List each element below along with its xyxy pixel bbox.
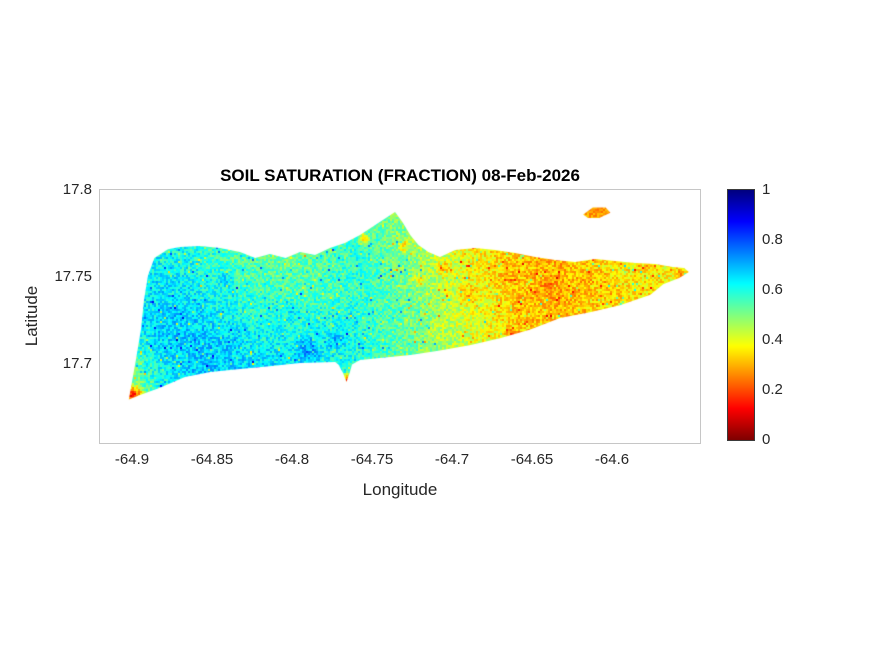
soil-saturation-map-canvas bbox=[100, 190, 700, 443]
x-tick-label: -64.7 bbox=[434, 451, 470, 468]
y-tick-label: 17.8 bbox=[62, 181, 92, 198]
y-tick-label: 17.7 bbox=[62, 355, 92, 373]
x-tick-label: -64.65 bbox=[510, 451, 554, 468]
colorbar-tick-label: 0.4 bbox=[762, 331, 783, 348]
x-axis-label: Longitude bbox=[362, 480, 438, 499]
x-tick-label: -64.9 bbox=[114, 451, 150, 468]
colorbar-tick-label: 0.2 bbox=[762, 381, 783, 398]
x-tick-label: -64.85 bbox=[190, 451, 234, 468]
colorbar-tick-label: 0.8 bbox=[762, 231, 783, 248]
x-tick-label: -64.8 bbox=[274, 451, 310, 468]
colorbar bbox=[727, 189, 755, 441]
colorbar-tick-label: 1 bbox=[762, 181, 771, 198]
colorbar-gradient-canvas bbox=[728, 190, 754, 440]
colorbar-tick-label: 0 bbox=[762, 431, 771, 448]
x-tick-label: -64.6 bbox=[594, 451, 630, 468]
y-tick-label: 17.75 bbox=[54, 268, 92, 286]
plot-area bbox=[99, 189, 701, 444]
colorbar-tick-label: 0.6 bbox=[762, 281, 783, 298]
x-tick-label: -64.75 bbox=[350, 451, 394, 468]
plot-title: SOIL SATURATION (FRACTION) 08-Feb-2026 bbox=[220, 166, 580, 185]
